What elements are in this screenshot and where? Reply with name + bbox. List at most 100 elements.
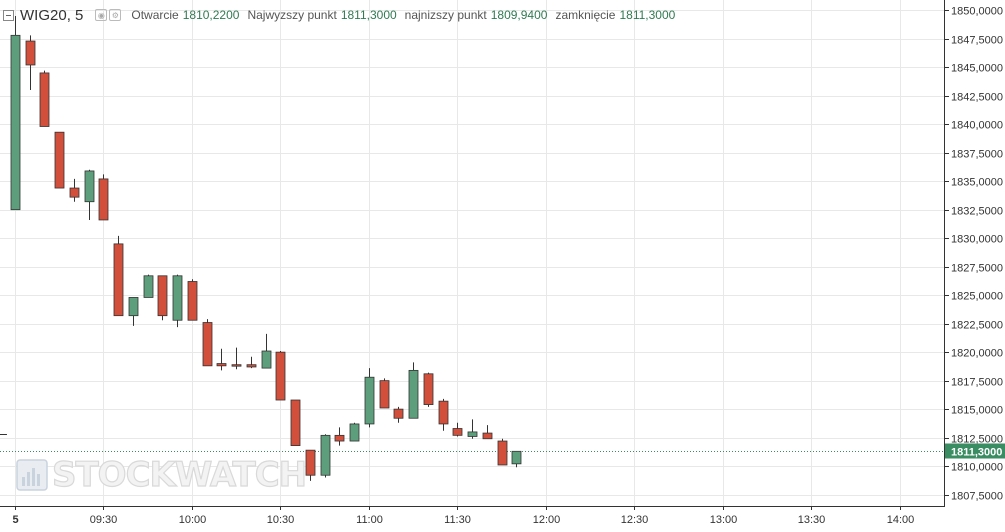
candle-body [379,380,390,409]
candle-up [261,333,272,369]
candle-body [202,322,213,367]
high-value: 1811,3000 [340,8,397,22]
candle-up [128,297,139,326]
high-label: Najwyzszy punkt [247,8,337,22]
x-tick-label: 11:00 [356,514,383,526]
symbol-interval: 5 [75,6,84,24]
candle-body [25,40,36,66]
x-tick-label: 12:30 [621,514,649,526]
candle-down [54,131,65,189]
y-tick-label: 1842,5000 [951,92,1003,104]
x-tick-label: 11:30 [444,514,471,526]
candle-up [349,422,360,442]
candle-down [25,35,36,91]
candle-down [113,235,124,317]
candle-body [39,72,50,127]
settings-icon[interactable]: ⚙ [109,9,122,21]
last-price-badge [945,443,1005,459]
candle-up [511,450,522,468]
y-tick-label: 1850,0000 [951,6,1003,18]
eye-icon[interactable]: ◉ [95,9,108,21]
x-tick-label: 13:00 [710,514,738,526]
low-label: najnizszy punkt [404,8,487,22]
last-price-label: 1811,3000 [951,447,1002,459]
watermark-text: STOCKWATCH [51,454,307,495]
y-tick-label: 1835,0000 [951,177,1003,189]
candle-up [172,274,183,328]
x-tick-label: 5 [12,514,18,526]
candle-down [438,398,449,431]
x-tick-label: 14:00 [887,514,915,526]
candle-down [246,356,257,369]
candle-body [290,399,301,446]
candle-down [305,449,316,481]
candle-down [98,174,109,221]
candle-down [334,427,345,446]
y-tick-label: 1820,0000 [951,348,1003,360]
candle-up [408,362,419,419]
candle-down [231,347,242,370]
y-tick-label: 1845,0000 [951,63,1003,75]
chart-legend: WIG20, 5 ◉ ⚙ Otwarcie 1810,2200 Najwyzsz… [0,4,675,26]
legend-symbol: WIG20, 5 [20,6,84,24]
candle-up [143,274,154,298]
candle-body [497,440,508,466]
candle-body [216,363,227,367]
candle-down [69,178,80,202]
y-tick-label: 1847,5000 [951,35,1003,47]
symbol-name: WIG20 [20,6,67,24]
candle-body [423,373,434,405]
candle-body [349,423,360,442]
candle-body [305,449,316,476]
stockwatch-logo-icon [16,459,48,491]
y-tick-label: 1840,0000 [951,120,1003,132]
candle-body [438,400,449,425]
last-price-marker: 1811,3000 [945,443,1005,459]
collapse-legend-icon[interactable] [3,9,14,21]
candle-body [157,275,168,317]
candle-body [261,350,272,369]
candle-down [290,399,301,446]
open-value: 1810,2200 [182,8,240,22]
candle-up [10,15,21,211]
candle-down [202,319,213,367]
candle-up [84,169,95,220]
candle-body [10,34,21,211]
close-value: 1811,3000 [619,8,676,22]
candle-body [128,297,139,317]
candle-body [187,281,198,321]
candle-body [511,450,522,465]
candle-body [452,428,463,436]
y-tick-label: 1810,0000 [951,462,1003,474]
candle-body [334,434,345,442]
candle-body [408,369,419,419]
x-tick-label: 10:00 [179,514,207,526]
y-tick-label: 1815,0000 [951,405,1003,417]
x-tick-label: 12:00 [533,514,561,526]
candle-body [467,431,478,437]
candle-up [467,419,478,439]
candle-body [320,434,331,476]
watermark: STOCKWATCH [16,454,308,496]
candle-down [39,70,50,127]
candle-body [231,364,242,367]
candle-up [320,434,331,478]
candle-down [497,438,508,466]
y-tick-label: 1822,5000 [951,320,1003,332]
candle-body [275,351,286,401]
y-tick-label: 1837,5000 [951,149,1003,161]
candle-down [216,348,227,371]
y-tick-label: 1827,5000 [951,263,1003,275]
candle-down [187,279,198,321]
y-tick-label: 1812,5000 [951,434,1003,446]
candles-layer [0,15,522,481]
candle-body [393,408,404,419]
x-tick-label: 13:30 [798,514,826,526]
candle-down [482,425,493,440]
y-tick-label: 1825,0000 [951,291,1003,303]
candle-down [275,351,286,401]
x-tick-label: 09:30 [90,514,118,526]
